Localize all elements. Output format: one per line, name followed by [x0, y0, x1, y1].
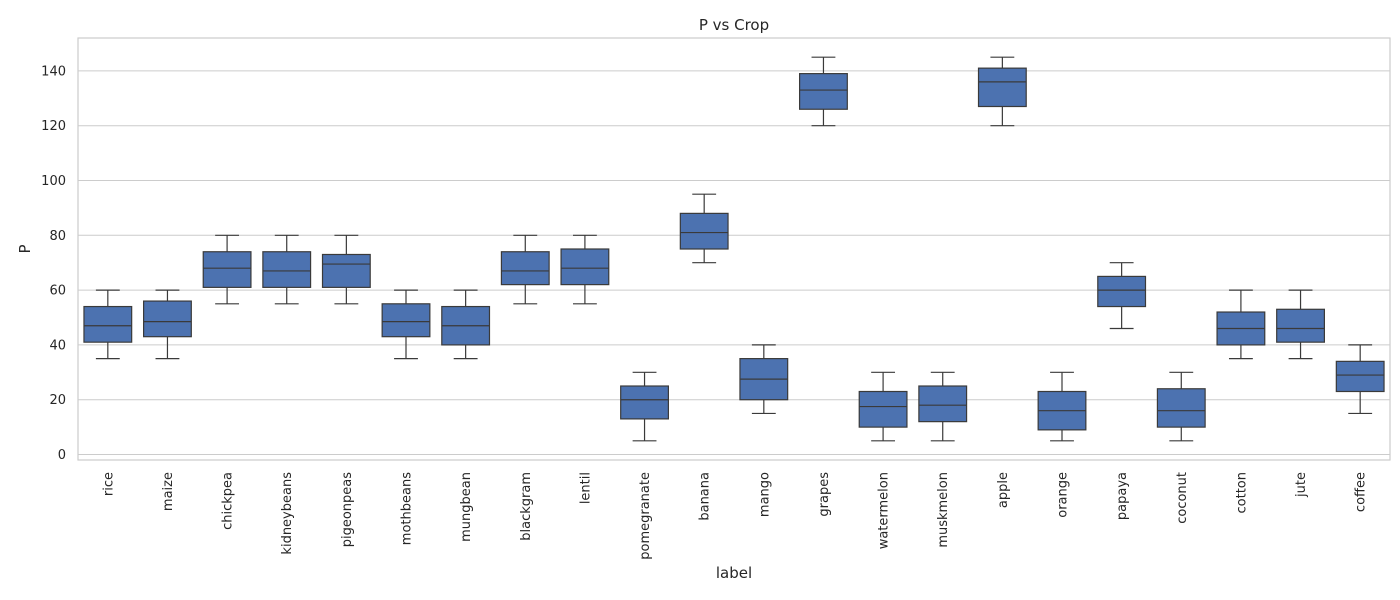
box-body: [143, 300, 192, 338]
y-tick-label: 80: [49, 229, 66, 244]
box-body: [858, 390, 908, 428]
box-body: [798, 73, 848, 110]
x-axis-title: label: [716, 564, 752, 582]
x-tick-labels: rice maize chickpea kidneybeans pigeonpeas mo…: [101, 472, 1368, 560]
x-tick-label: mungbean: [459, 472, 474, 542]
plot-frame: [77, 37, 1391, 461]
x-tick-label: lentil: [578, 472, 593, 504]
box-body: [262, 251, 312, 288]
x-tick-label: pigeonpeas: [340, 472, 355, 548]
gridlines: [78, 70, 1390, 456]
box-mungbean: [441, 289, 491, 360]
x-tick-label: watermelon: [877, 472, 892, 549]
box-muskmelon: [918, 371, 968, 442]
box-jute: [1276, 289, 1326, 360]
x-tick-label: mango: [757, 472, 772, 517]
box-lentil: [560, 234, 610, 305]
y-tick-label: 100: [41, 174, 66, 189]
x-tick-label: papaya: [1115, 472, 1130, 520]
box-body: [202, 251, 252, 288]
box-papaya: [1097, 262, 1147, 330]
y-axis-title: P: [16, 244, 34, 253]
box-cotton: [1216, 289, 1266, 360]
box-body: [1097, 275, 1147, 308]
x-tick-label: cotton: [1234, 472, 1249, 514]
box-orange: [1037, 371, 1087, 442]
x-tick-label: rice: [101, 472, 116, 496]
x-tick-label: maize: [161, 472, 176, 511]
box-mothbeans: [381, 289, 431, 360]
box-body: [918, 385, 968, 423]
x-tick-label: coconut: [1175, 472, 1190, 524]
y-tick-label: 120: [41, 119, 66, 134]
box-coffee: [1335, 344, 1385, 415]
box-body: [679, 212, 729, 250]
x-tick-label: kidneybeans: [280, 472, 295, 555]
box-body: [500, 251, 550, 286]
box-body: [1335, 360, 1385, 393]
box-rice: [83, 289, 133, 360]
box-body: [381, 303, 431, 338]
box-mango: [739, 344, 789, 415]
box-body: [83, 305, 133, 343]
x-tick-label: banana: [698, 472, 713, 521]
box-body: [1156, 388, 1206, 428]
x-tick-label: chickpea: [221, 472, 236, 530]
box-chickpea: [202, 234, 252, 305]
box-watermelon: [858, 371, 908, 442]
box-grapes: [798, 56, 848, 127]
boxes: [83, 56, 1385, 442]
box-banana: [679, 193, 729, 264]
box-body: [560, 248, 610, 286]
x-tick-label: muskmelon: [936, 472, 951, 548]
x-tick-label: apple: [996, 472, 1011, 508]
y-tick-label: 0: [58, 448, 66, 463]
x-tick-label: blackgram: [519, 472, 534, 541]
y-tick-label: 140: [41, 64, 66, 79]
x-tick-label: jute: [1294, 472, 1309, 498]
chart-title: P vs Crop: [699, 16, 769, 34]
x-tick-label: orange: [1056, 472, 1071, 518]
box-maize: [143, 289, 192, 360]
x-tick-label: mothbeans: [400, 472, 415, 545]
box-body: [1276, 308, 1326, 343]
y-tick-label: 20: [49, 393, 66, 408]
box-body: [977, 67, 1027, 108]
y-tick-labels: 0 20 40 60 80 100 120 140: [41, 64, 66, 463]
box-blackgram: [500, 234, 550, 305]
y-tick-label: 40: [49, 338, 66, 353]
box-pomegranate: [620, 371, 670, 442]
x-tick-label: grapes: [817, 472, 832, 517]
box-coconut: [1156, 371, 1206, 442]
box-body: [321, 253, 371, 288]
y-tick-label: 60: [49, 284, 66, 299]
x-tick-label: pomegranate: [638, 472, 653, 560]
box-apple: [977, 56, 1027, 127]
x-tick-label: coffee: [1354, 472, 1369, 512]
box-kidneybeans: [262, 234, 312, 305]
box-body: [620, 385, 670, 420]
box-pigeonpeas: [321, 234, 371, 305]
